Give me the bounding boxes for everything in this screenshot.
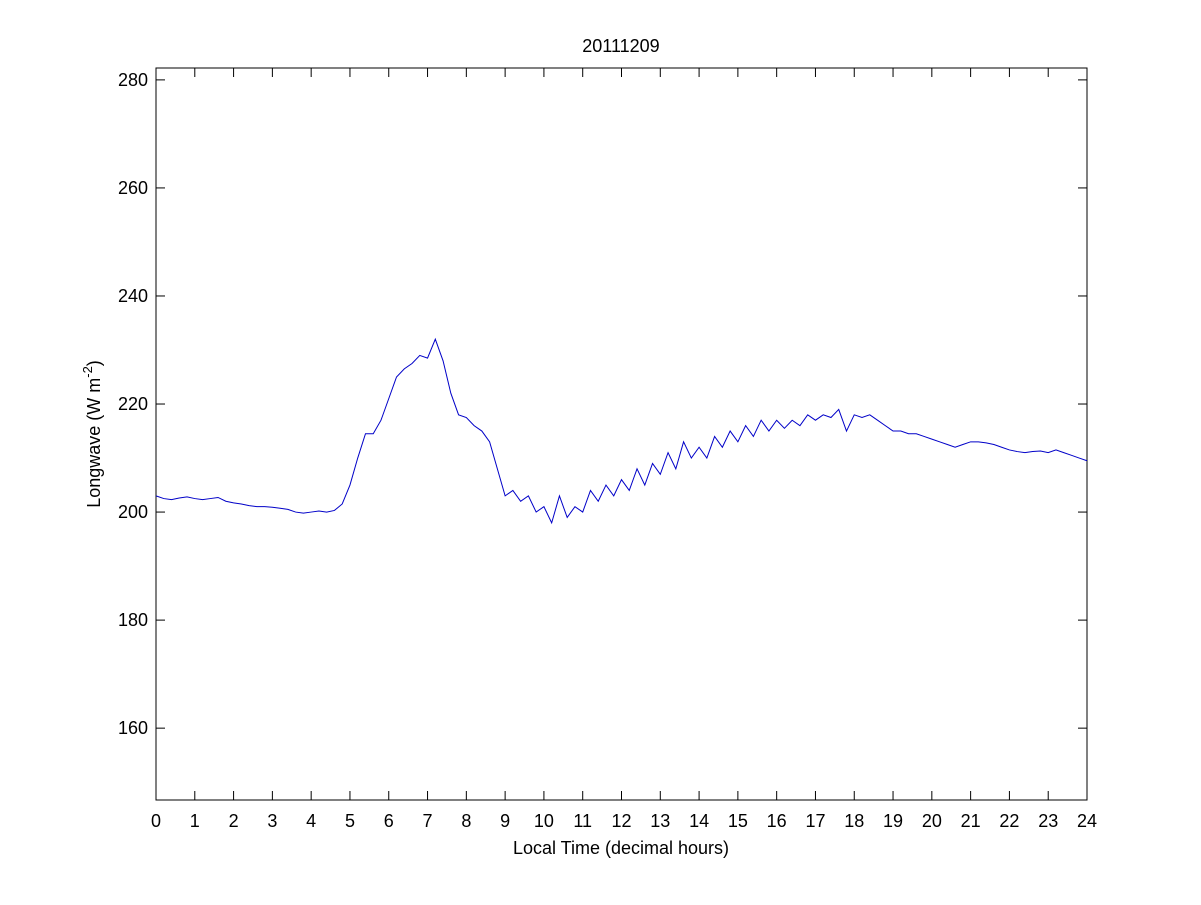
x-tick-label: 3 — [267, 811, 277, 831]
x-tick-label: 11 — [573, 811, 592, 831]
y-tick-label: 280 — [118, 70, 148, 90]
y-axis-label: Longwave (W m-2) — [80, 360, 104, 508]
x-tick-label: 14 — [689, 811, 709, 831]
y-tick-label: 180 — [118, 610, 148, 630]
x-tick-label: 12 — [611, 811, 631, 831]
x-tick-label: 15 — [728, 811, 748, 831]
x-tick-label: 7 — [423, 811, 433, 831]
y-tick-label: 160 — [118, 718, 148, 738]
chart-title: 20111209 — [582, 36, 659, 56]
x-tick-label: 17 — [805, 811, 825, 831]
x-axis-label: Local Time (decimal hours) — [513, 838, 729, 858]
y-label-main: Longwave (W m — [84, 378, 104, 508]
data-line — [155, 337, 1088, 525]
x-tick-label: 2 — [229, 811, 239, 831]
x-tick-label: 24 — [1077, 811, 1097, 831]
x-tick-label: 9 — [500, 811, 510, 831]
x-tick-label: 16 — [767, 811, 787, 831]
x-tick-label: 21 — [961, 811, 981, 831]
x-tick-label: 5 — [345, 811, 355, 831]
x-tick-label: 8 — [461, 811, 471, 831]
y-label-end: ) — [84, 360, 104, 366]
x-tick-label: 0 — [151, 811, 161, 831]
plot-box — [155, 67, 1088, 801]
y-label-sup: -2 — [80, 366, 95, 378]
y-tick-label: 240 — [118, 286, 148, 306]
x-tick-label: 13 — [650, 811, 670, 831]
y-tick-label: 200 — [118, 502, 148, 522]
x-tick-label: 18 — [844, 811, 864, 831]
x-tick-label: 20 — [922, 811, 942, 831]
y-tick-label: 260 — [118, 178, 148, 198]
y-tick-label: 220 — [118, 394, 148, 414]
x-tick-label: 19 — [883, 811, 903, 831]
x-tick-label: 10 — [534, 811, 554, 831]
x-tick-label: 6 — [384, 811, 394, 831]
x-tick-label: 22 — [999, 811, 1019, 831]
x-tick-label: 4 — [306, 811, 316, 831]
x-tick-label: 1 — [190, 811, 200, 831]
x-tick-label: 23 — [1038, 811, 1058, 831]
